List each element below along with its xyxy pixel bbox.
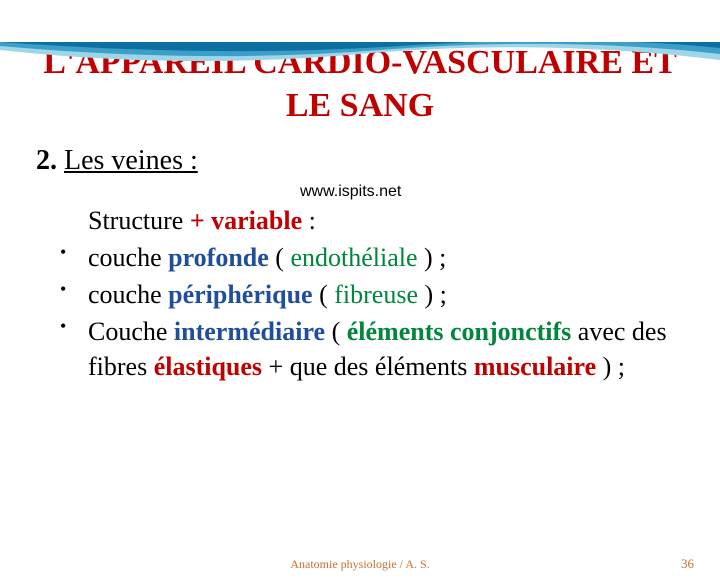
intro-line: Structure + variable : — [88, 203, 680, 238]
bullet-list: •couche profonde ( endothéliale ) ;•couc… — [60, 240, 680, 384]
url-note: www.ispits.net — [300, 183, 720, 201]
page-title: L'APPAREIL CARDIO-VASCULAIRE ET LE SANG — [0, 42, 720, 127]
list-item-text: couche périphérique ( fibreuse ) ; — [88, 277, 676, 312]
intro-suffix: : — [302, 206, 316, 235]
intro-variable: + variable — [190, 206, 302, 235]
section-heading: 2. Les veines : — [36, 145, 720, 177]
list-item: •couche périphérique ( fibreuse ) ; — [60, 277, 680, 312]
list-item: •Couche intermédiaire ( éléments conjonc… — [60, 314, 680, 384]
section-heading-text: Les veines : — [64, 145, 198, 176]
intro-prefix: Structure — [88, 206, 190, 235]
list-item-text: couche profonde ( endothéliale ) ; — [88, 240, 676, 275]
footer-text: Anatomie physiologie / A. S. — [0, 557, 720, 572]
list-item: •couche profonde ( endothéliale ) ; — [60, 240, 680, 275]
bullet-marker: • — [60, 314, 88, 338]
bullet-marker: • — [60, 277, 88, 301]
page-number: 36 — [681, 556, 694, 572]
section-number: 2. — [36, 145, 57, 176]
content-body: Structure + variable : •couche profonde … — [88, 203, 680, 384]
list-item-text: Couche intermédiaire ( éléments conjonct… — [88, 314, 676, 384]
bullet-marker: • — [60, 240, 88, 264]
